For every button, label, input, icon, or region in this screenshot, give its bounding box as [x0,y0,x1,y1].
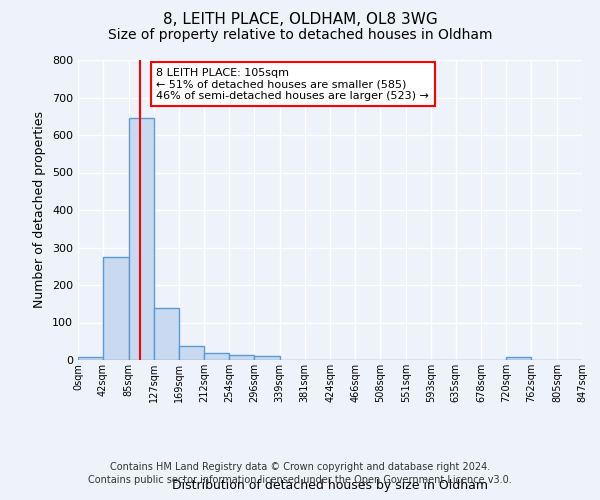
Text: Contains public sector information licensed under the Open Government Licence v3: Contains public sector information licen… [88,475,512,485]
Bar [128,118,154,360]
Bar [229,355,254,360]
Text: Contains HM Land Registry data © Crown copyright and database right 2024.: Contains HM Land Registry data © Crown c… [110,462,490,472]
Bar [154,308,179,360]
Bar [204,352,229,360]
Bar [506,358,532,360]
X-axis label: Distribution of detached houses by size in Oldham: Distribution of detached houses by size … [172,478,488,492]
Bar [78,357,103,360]
Bar [103,257,128,360]
Bar [179,346,204,360]
Text: Size of property relative to detached houses in Oldham: Size of property relative to detached ho… [108,28,492,42]
Bar [254,356,280,360]
Text: 8, LEITH PLACE, OLDHAM, OL8 3WG: 8, LEITH PLACE, OLDHAM, OL8 3WG [163,12,437,28]
Y-axis label: Number of detached properties: Number of detached properties [34,112,46,308]
Text: 8 LEITH PLACE: 105sqm
← 51% of detached houses are smaller (585)
46% of semi-det: 8 LEITH PLACE: 105sqm ← 51% of detached … [156,68,429,100]
